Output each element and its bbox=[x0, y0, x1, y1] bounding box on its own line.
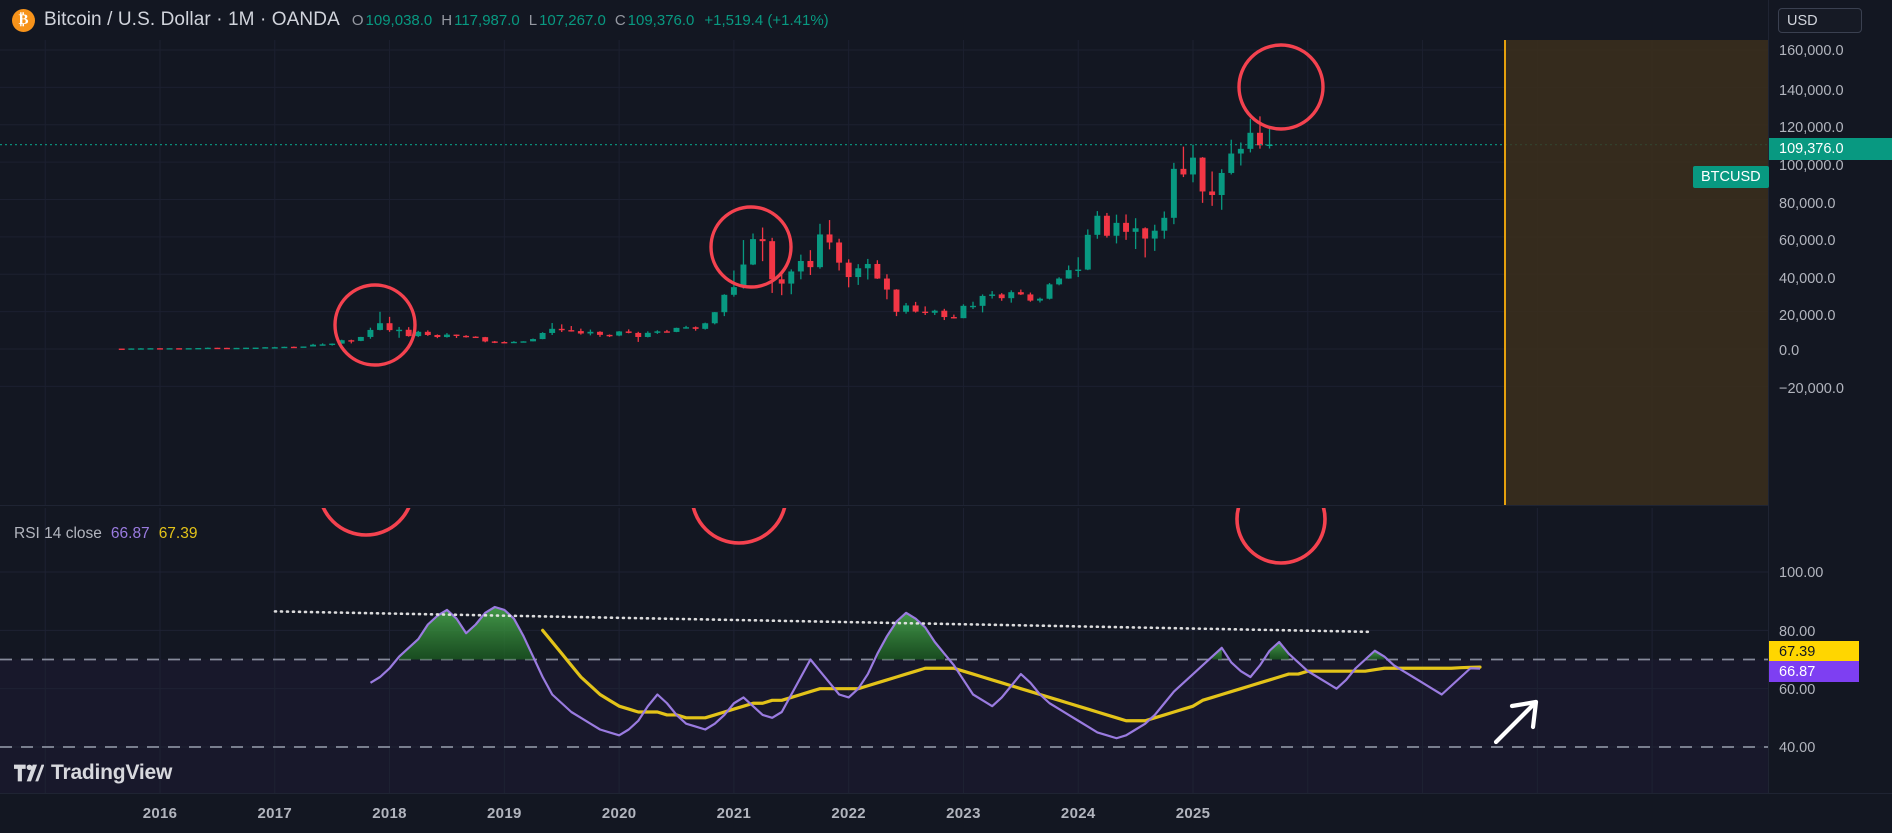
ohlc-label-low: L bbox=[528, 11, 538, 29]
price-axis[interactable]: USD 160,000.0 140,000.0 120,000.0 109,37… bbox=[1768, 0, 1892, 793]
axis-tick-rsi: 60.00 bbox=[1779, 682, 1816, 698]
axis-tick-rsi: 40.00 bbox=[1779, 740, 1816, 756]
price-pane[interactable] bbox=[0, 40, 1768, 505]
ohlc-label-high: H bbox=[441, 11, 453, 29]
time-axis-tick: 2022 bbox=[831, 805, 866, 822]
rsi-pane[interactable] bbox=[0, 508, 1768, 793]
ohlc-value-close: 109,376.0 bbox=[627, 11, 695, 29]
axis-tick-price: 140,000.0 bbox=[1779, 83, 1844, 99]
axis-tick-price: 0.0 bbox=[1779, 343, 1800, 359]
bitcoin-icon: ₿ bbox=[12, 8, 35, 32]
pane-separator bbox=[0, 505, 1892, 506]
price-change: +1,519.4 (+1.41%) bbox=[704, 11, 829, 29]
time-axis-tick: 2023 bbox=[946, 805, 981, 822]
time-axis-tick: 2021 bbox=[716, 805, 752, 822]
rsi-chart-svg bbox=[0, 508, 1768, 793]
ohlc-label-close: C bbox=[614, 11, 626, 29]
ohlc-value-low: 107,267.0 bbox=[539, 11, 606, 29]
symbol-price-pill: BTCUSD bbox=[1693, 166, 1769, 188]
time-axis[interactable]: 2016 2017 2018 2019 2020 2021 2022 2023 2024 2025 bbox=[0, 793, 1892, 833]
chart-header: ₿ Bitcoin / U.S. Dollar · 1M · OANDA O 10… bbox=[0, 0, 1892, 40]
ohlc-label-open: O bbox=[351, 11, 364, 29]
time-axis-tick: 2017 bbox=[257, 805, 293, 822]
axis-tick-price: 120,000.0 bbox=[1779, 120, 1844, 136]
axis-tick-price: 20,000.0 bbox=[1779, 308, 1836, 324]
time-axis-tick: 2019 bbox=[487, 805, 522, 822]
axis-tick-price: 80,000.0 bbox=[1779, 196, 1836, 212]
rsi-legend-value: 66.87 bbox=[110, 525, 150, 542]
current-price-badge: 109,376.0 bbox=[1769, 138, 1892, 160]
rsi-ma-legend-value: 67.39 bbox=[158, 525, 198, 542]
axis-tick-price: 40,000.0 bbox=[1779, 271, 1836, 287]
time-axis-tick: 2020 bbox=[601, 805, 637, 822]
ohlc-value-open: 109,038.0 bbox=[365, 11, 433, 29]
rsi-legend[interactable]: RSI 14 close 66.87 67.39 bbox=[14, 525, 197, 543]
ohlc-value-high: 117,987.0 bbox=[454, 11, 520, 29]
axis-tick-rsi: 100.00 bbox=[1779, 565, 1824, 581]
currency-selector[interactable]: USD bbox=[1778, 8, 1862, 33]
time-axis-tick: 2018 bbox=[372, 805, 407, 822]
axis-tick-price: 160,000.0 bbox=[1779, 43, 1844, 59]
tradingview-logo[interactable]: TradingView bbox=[14, 761, 172, 785]
time-axis-tick: 2024 bbox=[1060, 805, 1096, 822]
time-axis-tick: 2025 bbox=[1175, 805, 1211, 822]
price-chart-svg bbox=[0, 40, 1768, 505]
axis-tick-rsi: 80.00 bbox=[1779, 624, 1816, 640]
axis-tick-price: 100,000.0 bbox=[1779, 158, 1844, 174]
axis-tick-price: −20,000.0 bbox=[1779, 381, 1844, 397]
rsi-value-badge: 66.87 bbox=[1769, 661, 1859, 682]
rsi-indicator-name: RSI 14 close bbox=[14, 525, 102, 542]
tradingview-logo-icon bbox=[14, 764, 44, 782]
page-title[interactable]: Bitcoin / U.S. Dollar · 1M · OANDA bbox=[44, 9, 340, 30]
projection-divider-line bbox=[1504, 40, 1506, 505]
time-axis-tick: 2016 bbox=[142, 805, 178, 822]
axis-tick-price: 60,000.0 bbox=[1779, 233, 1836, 249]
ohlc-values: O 109,038.0 H 117,987.0 L 107,267.0 C 109,37… bbox=[352, 12, 829, 29]
rsi-ma-value-badge: 67.39 bbox=[1769, 641, 1859, 662]
tradingview-logo-text: TradingView bbox=[51, 761, 173, 784]
projection-region bbox=[1505, 40, 1768, 505]
